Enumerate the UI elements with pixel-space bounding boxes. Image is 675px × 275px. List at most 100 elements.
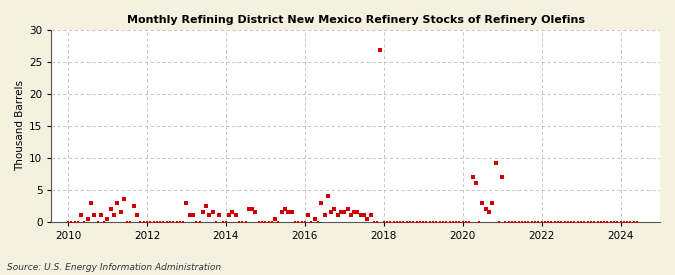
Point [602, 219, 613, 224]
Point [221, 219, 232, 224]
Point [437, 219, 448, 224]
Point [200, 204, 211, 208]
Point [362, 216, 373, 221]
Point [562, 219, 573, 224]
Point [355, 213, 366, 218]
Point [122, 219, 132, 224]
Point [474, 219, 485, 224]
Point [76, 213, 86, 218]
Point [490, 161, 501, 165]
Point [487, 200, 497, 205]
Point [158, 219, 169, 224]
Point [346, 213, 356, 218]
Point [296, 219, 307, 224]
Point [358, 213, 369, 218]
Point [171, 219, 182, 224]
Point [293, 219, 304, 224]
Point [309, 216, 320, 221]
Point [369, 219, 379, 224]
Point [516, 219, 527, 224]
Point [457, 219, 468, 224]
Point [576, 219, 587, 224]
Point [520, 219, 531, 224]
Point [434, 219, 445, 224]
Point [405, 219, 416, 224]
Point [181, 200, 192, 205]
Point [234, 219, 244, 224]
Point [211, 219, 221, 224]
Point [290, 219, 300, 224]
Point [504, 219, 514, 224]
Point [428, 219, 439, 224]
Point [411, 219, 422, 224]
Point [145, 219, 156, 224]
Point [105, 207, 116, 211]
Point [441, 219, 452, 224]
Point [161, 219, 172, 224]
Point [467, 175, 478, 179]
Point [342, 207, 353, 211]
Point [70, 219, 80, 224]
Point [605, 219, 616, 224]
Point [559, 219, 570, 224]
Point [286, 210, 297, 214]
Point [375, 48, 386, 53]
Point [313, 219, 323, 224]
Point [414, 219, 425, 224]
Point [448, 219, 458, 224]
Point [191, 219, 202, 224]
Point [569, 219, 580, 224]
Point [609, 219, 620, 224]
Title: Monthly Refining District New Mexico Refinery Stocks of Refinery Olefins: Monthly Refining District New Mexico Ref… [127, 15, 585, 25]
Point [431, 219, 441, 224]
Point [253, 219, 264, 224]
Point [539, 219, 550, 224]
Point [247, 207, 258, 211]
Point [625, 219, 636, 224]
Point [549, 219, 560, 224]
Point [283, 210, 294, 214]
Point [425, 219, 435, 224]
Point [470, 181, 481, 186]
Point [599, 219, 610, 224]
Point [155, 219, 165, 224]
Point [276, 210, 287, 214]
Point [352, 210, 363, 214]
Point [227, 210, 238, 214]
Point [198, 210, 209, 214]
Point [349, 210, 360, 214]
Point [477, 200, 488, 205]
Point [497, 175, 508, 179]
Point [500, 219, 511, 224]
Point [632, 219, 643, 224]
Point [223, 213, 234, 218]
Point [92, 219, 103, 224]
Point [372, 219, 383, 224]
Point [335, 210, 346, 214]
Point [66, 219, 77, 224]
Point [72, 219, 83, 224]
Point [165, 219, 176, 224]
Point [530, 219, 541, 224]
Point [388, 219, 399, 224]
Point [214, 213, 225, 218]
Point [142, 219, 153, 224]
Point [339, 210, 350, 214]
Point [63, 219, 74, 224]
Point [460, 219, 471, 224]
Point [250, 210, 261, 214]
Point [230, 213, 241, 218]
Point [237, 219, 248, 224]
Point [507, 219, 518, 224]
Point [326, 210, 337, 214]
Point [526, 219, 537, 224]
Point [102, 216, 113, 221]
Point [533, 219, 544, 224]
Point [256, 219, 267, 224]
Text: Source: U.S. Energy Information Administration: Source: U.S. Energy Information Administ… [7, 263, 221, 272]
Point [279, 207, 290, 211]
Point [109, 213, 119, 218]
Point [579, 219, 590, 224]
Point [483, 210, 494, 214]
Point [583, 219, 593, 224]
